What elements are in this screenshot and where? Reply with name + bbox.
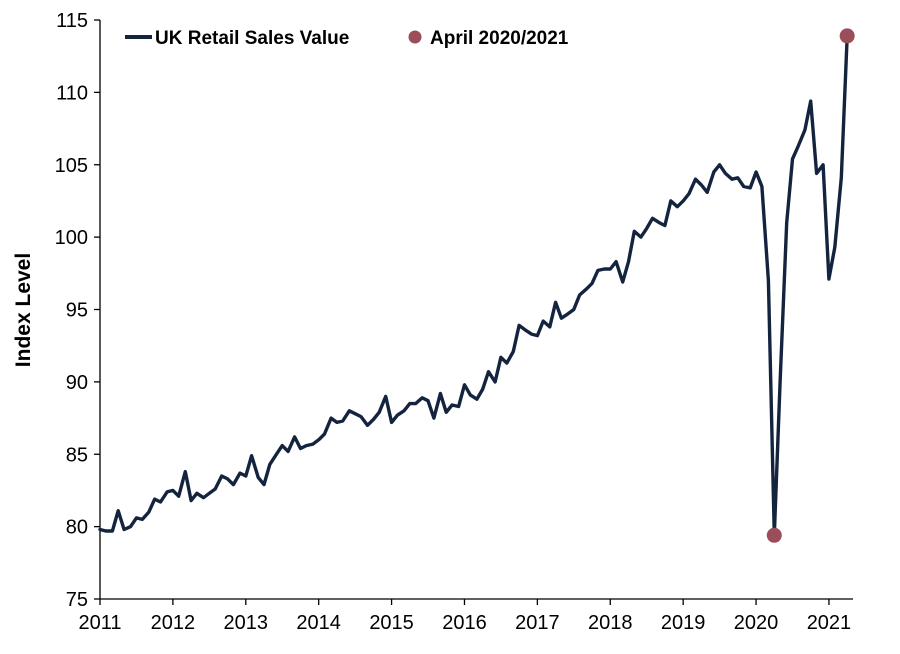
- x-tick-label: 2015: [369, 612, 414, 634]
- legend-label-retail-sales: UK Retail Sales Value: [155, 28, 349, 49]
- x-tick-label: 2018: [588, 612, 633, 634]
- legend-label-april: April 2020/2021: [430, 28, 569, 49]
- x-tick-label: 2017: [515, 612, 560, 634]
- x-axis: 2011 2012 2013 2014 2015 2016 2017 2018 2019 2020…: [78, 598, 853, 634]
- x-tick-label: 2016: [442, 612, 487, 634]
- x-tick-label: 2012: [151, 612, 196, 634]
- y-tick-label: 105: [55, 155, 88, 177]
- y-tick-label: 75: [66, 589, 88, 611]
- x-tick-label: 2021: [807, 612, 852, 634]
- y-axis: 75 80 85 90 95 100 105 110 115: [55, 10, 101, 611]
- april-point: [839, 28, 855, 44]
- x-tick-label: 2019: [661, 612, 706, 634]
- x-tick-label: 2020: [734, 612, 779, 634]
- april-point: [766, 527, 782, 543]
- x-tick-label: 2014: [296, 612, 341, 634]
- series-layer: [98, 28, 855, 543]
- x-tick-label: 2013: [224, 612, 269, 634]
- legend-marker-swatch: [408, 30, 422, 44]
- y-tick-label: 100: [55, 227, 88, 249]
- series-line-retail-sales: [98, 34, 849, 537]
- legend: UK Retail Sales Value April 2020/2021: [125, 28, 569, 49]
- y-tick-label: 80: [66, 517, 88, 539]
- y-tick-label: 90: [66, 372, 88, 394]
- x-tick-label: 2011: [78, 612, 121, 634]
- y-axis-title: Index Level: [12, 253, 35, 367]
- y-tick-label: 85: [66, 444, 88, 466]
- y-tick-label: 95: [66, 300, 88, 322]
- y-tick-label: 110: [56, 82, 88, 104]
- y-tick-label: 115: [56, 10, 88, 32]
